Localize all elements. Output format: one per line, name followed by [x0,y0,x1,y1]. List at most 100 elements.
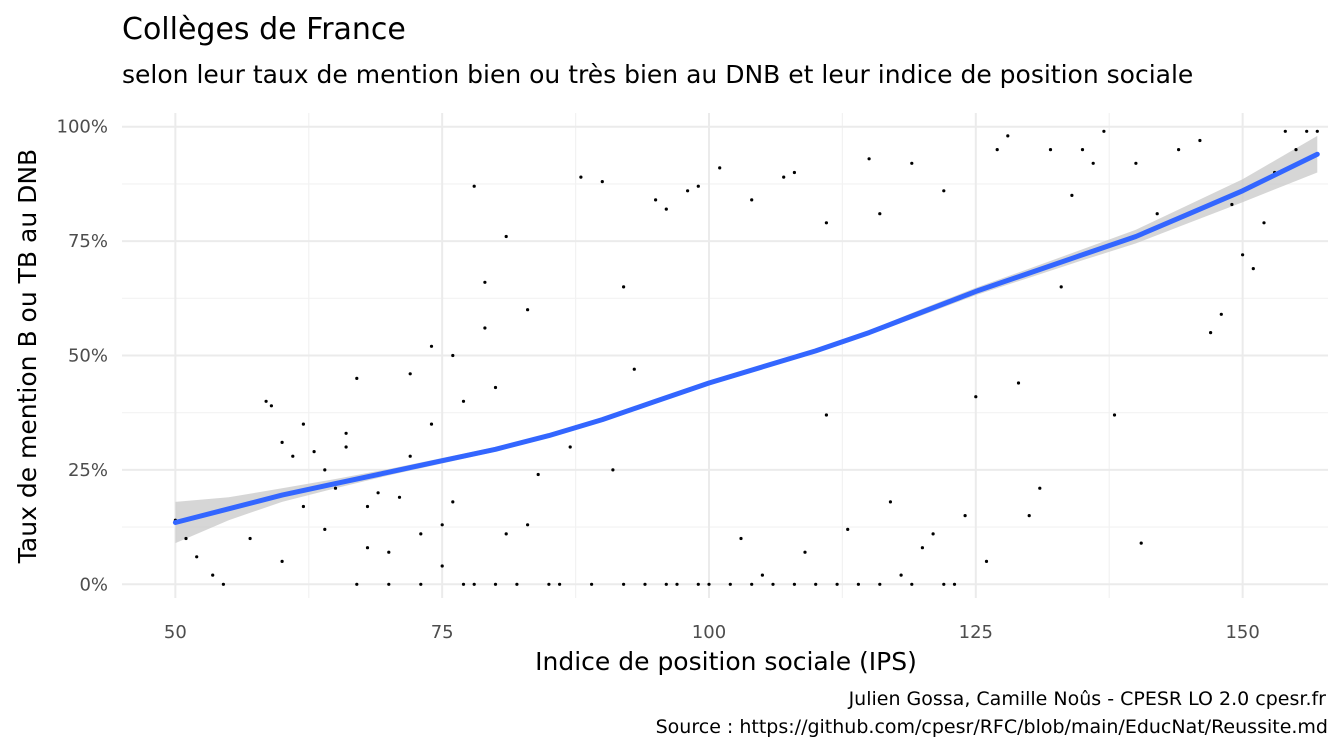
data-point [1080,148,1085,152]
data-point [1027,514,1031,518]
y-tick-label: 75% [68,231,108,252]
data-point [301,504,305,509]
data-point [472,582,476,586]
data-point [280,559,284,564]
x-tick-label: 100 [692,622,726,643]
data-point [1139,541,1143,545]
trend-line-path [172,151,1320,525]
data-point [707,582,711,586]
data-point [526,523,530,527]
data-point [718,166,722,170]
data-point [558,582,562,586]
data-point [568,445,572,449]
data-point [248,536,252,541]
data-point [664,582,668,586]
data-point [515,582,519,586]
caption-authors: Julien Gossa, Camille Noûs - CPESR LO 2.… [848,688,1327,710]
data-point [291,454,295,458]
data-point [824,413,829,417]
data-point [461,399,466,403]
data-point [1294,148,1298,152]
data-point [931,532,935,536]
data-point [1134,161,1138,165]
data-point [547,582,551,586]
data-point [536,472,540,477]
data-point [910,161,914,165]
data-point [696,582,700,586]
x-tick-label: 75 [431,622,454,643]
data-point [504,532,508,536]
data-point [760,573,765,577]
data-point [686,189,690,193]
data-point [899,573,903,577]
data-point [824,221,829,225]
data-point [1230,202,1234,207]
data-point [696,184,700,188]
data-point [493,385,498,390]
data-point [963,514,967,518]
data-point [1038,486,1042,490]
y-tick-label: 50% [68,346,108,367]
data-point [1155,212,1159,216]
data-point [1048,148,1053,152]
data-point [1070,193,1074,197]
data-point [440,523,444,527]
data-point [301,422,305,426]
data-point [333,486,338,490]
data-point [483,326,487,330]
data-point [461,582,466,586]
data-point [408,372,412,376]
data-point [483,280,487,284]
data-point [590,582,594,586]
data-point [526,308,530,312]
y-tick-label: 0% [79,574,108,595]
data-point [323,527,327,532]
data-point [440,564,444,568]
data-point [867,157,871,161]
data-point [1283,129,1287,133]
data-point [429,344,434,348]
data-point [952,582,957,586]
data-point [728,582,732,586]
x-axis-ticks: 50 75 100 125 150 [164,622,1260,643]
x-axis-title: Indice de position sociale (IPS) [535,647,917,676]
data-point [195,555,199,559]
data-point [750,582,754,586]
data-point [920,546,925,550]
data-point [211,573,215,577]
caption-source: Source : https://github.com/cpesr/RFC/bl… [656,716,1328,738]
data-point [504,234,508,239]
data-point [984,559,989,564]
data-point [1091,161,1095,165]
data-point [493,582,498,586]
data-point [365,504,370,509]
data-point [675,582,679,586]
data-point [888,500,893,504]
trend-line [172,151,1320,525]
data-point [264,399,268,403]
data-point [451,353,455,358]
data-point [408,454,412,458]
gridlines [122,113,1328,598]
y-tick-label: 25% [68,460,108,481]
data-point [910,582,914,586]
data-point [750,198,754,202]
y-tick-label: 100% [57,117,108,138]
data-point [739,536,743,541]
data-point [451,500,455,504]
data-point [974,395,978,399]
data-point [1305,129,1309,133]
data-point [622,285,626,289]
chart-subtitle: selon leur taux de mention bien ou très … [122,60,1193,89]
data-point [622,582,626,586]
data-point [942,582,946,586]
data-point [312,450,316,454]
data-point [1315,129,1319,133]
data-point [995,148,999,152]
x-tick-label: 125 [959,622,993,643]
data-point [1016,381,1021,385]
data-point [323,468,327,472]
data-point [654,198,658,202]
data-point [1219,312,1223,316]
